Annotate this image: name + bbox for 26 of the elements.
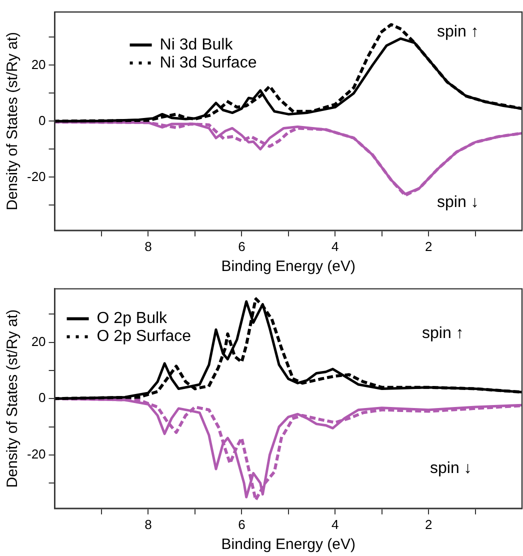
x-tick-label: 2	[424, 516, 432, 532]
legend-label: O 2p Bulk	[96, 310, 168, 328]
x-tick-label: 4	[332, 238, 339, 254]
y-axis-title: Density of States (st/Ry at)	[4, 32, 22, 210]
x-tick-label: 4	[332, 516, 339, 532]
annotation: spin ↑	[422, 325, 464, 342]
x-axis-title: Binding Energy (eV)	[221, 536, 356, 554]
legend-label: Ni 3d Bulk	[160, 36, 234, 54]
x-tick-label: 6	[238, 238, 246, 254]
annotation: spin ↓	[437, 194, 479, 211]
y-axis-title: Density of States (st/Ry at)	[4, 309, 22, 488]
x-tick-label: 8	[144, 516, 152, 532]
x-tick-label: 6	[238, 516, 246, 532]
annotation: spin ↓	[430, 460, 472, 477]
x-tick-label: 8	[144, 238, 152, 254]
x-tick-label: 2	[424, 238, 432, 254]
y-tick-label: 20	[31, 56, 46, 72]
annotation: spin ↑	[437, 23, 479, 40]
legend-label: O 2p Surface	[96, 328, 192, 346]
x-axis-title: Binding Energy (eV)	[221, 258, 356, 276]
y-tick-label: -20	[26, 168, 46, 184]
legend-label: Ni 3d Surface	[160, 54, 257, 72]
y-tick-label: -20	[26, 446, 46, 462]
y-tick-label: 0	[38, 112, 46, 128]
y-tick-label: 20	[31, 334, 46, 349]
y-tick-label: 0	[38, 390, 46, 406]
